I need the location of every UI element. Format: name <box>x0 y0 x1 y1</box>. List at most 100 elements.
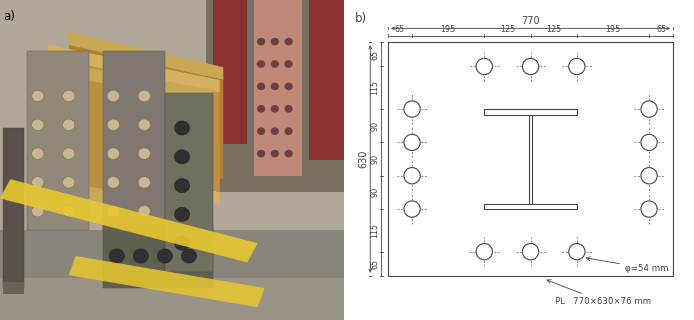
Circle shape <box>257 83 265 90</box>
Circle shape <box>568 244 585 260</box>
Circle shape <box>257 105 265 113</box>
Circle shape <box>107 205 119 217</box>
Circle shape <box>158 249 172 263</box>
Circle shape <box>62 177 75 188</box>
Bar <box>484 109 577 115</box>
Circle shape <box>271 127 279 135</box>
Circle shape <box>257 150 265 157</box>
Circle shape <box>174 207 189 221</box>
Circle shape <box>174 179 189 193</box>
Polygon shape <box>69 32 223 80</box>
Polygon shape <box>69 45 223 179</box>
Bar <box>165 93 213 272</box>
Text: 125: 125 <box>546 25 561 34</box>
Polygon shape <box>48 58 220 192</box>
Text: 65: 65 <box>370 259 379 269</box>
Bar <box>3 128 24 288</box>
Bar <box>28 51 90 230</box>
Circle shape <box>257 127 265 135</box>
Circle shape <box>138 148 151 159</box>
Circle shape <box>285 60 293 68</box>
Bar <box>206 0 344 192</box>
Text: 65: 65 <box>656 25 666 34</box>
Text: 90: 90 <box>370 121 379 131</box>
Circle shape <box>174 236 189 250</box>
Bar <box>484 204 577 209</box>
Circle shape <box>32 119 44 131</box>
Bar <box>103 224 213 288</box>
Text: 90: 90 <box>370 187 379 197</box>
Text: PL   770×630×76 mm: PL 770×630×76 mm <box>547 280 651 306</box>
Polygon shape <box>28 70 213 208</box>
Bar <box>213 0 247 144</box>
Circle shape <box>285 83 293 90</box>
Circle shape <box>107 119 119 131</box>
Circle shape <box>404 201 420 217</box>
Circle shape <box>641 168 657 184</box>
Circle shape <box>271 150 279 157</box>
Circle shape <box>476 58 493 75</box>
Text: a): a) <box>3 10 15 23</box>
Bar <box>103 51 165 230</box>
Text: φ=54 mm: φ=54 mm <box>586 257 668 273</box>
Circle shape <box>181 249 196 263</box>
Circle shape <box>523 58 539 75</box>
Circle shape <box>568 58 585 75</box>
Circle shape <box>32 90 44 102</box>
Polygon shape <box>69 256 264 307</box>
Bar <box>388 43 673 276</box>
Circle shape <box>404 168 420 184</box>
Circle shape <box>62 119 75 131</box>
Circle shape <box>174 150 189 164</box>
Polygon shape <box>48 45 220 93</box>
Circle shape <box>32 205 44 217</box>
Circle shape <box>641 101 657 117</box>
Circle shape <box>285 105 293 113</box>
Circle shape <box>641 134 657 150</box>
Circle shape <box>285 38 293 45</box>
Text: 770: 770 <box>521 16 540 26</box>
Circle shape <box>271 83 279 90</box>
Circle shape <box>174 121 189 135</box>
Circle shape <box>62 90 75 102</box>
Circle shape <box>32 177 44 188</box>
Circle shape <box>107 177 119 188</box>
Circle shape <box>62 205 75 217</box>
Circle shape <box>257 38 265 45</box>
Circle shape <box>62 148 75 159</box>
Polygon shape <box>28 58 213 102</box>
Bar <box>254 0 303 176</box>
Circle shape <box>285 150 293 157</box>
Circle shape <box>32 148 44 159</box>
Circle shape <box>107 148 119 159</box>
Circle shape <box>476 244 493 260</box>
Circle shape <box>404 134 420 150</box>
Text: 125: 125 <box>500 25 515 34</box>
Circle shape <box>271 38 279 45</box>
Circle shape <box>271 60 279 68</box>
Text: 195: 195 <box>605 25 620 34</box>
Bar <box>254 0 303 176</box>
Bar <box>529 115 532 204</box>
Circle shape <box>404 101 420 117</box>
Text: 115: 115 <box>370 80 379 95</box>
Circle shape <box>138 177 151 188</box>
Text: 65: 65 <box>395 25 405 34</box>
Circle shape <box>107 90 119 102</box>
Circle shape <box>133 249 149 263</box>
Circle shape <box>523 244 539 260</box>
Circle shape <box>138 90 151 102</box>
Bar <box>309 0 344 160</box>
Text: 65: 65 <box>370 49 379 60</box>
Bar <box>0 230 344 320</box>
Text: b): b) <box>355 12 367 25</box>
Circle shape <box>257 60 265 68</box>
Circle shape <box>138 205 151 217</box>
Circle shape <box>138 119 151 131</box>
Polygon shape <box>0 179 257 262</box>
Text: 195: 195 <box>441 25 456 34</box>
Circle shape <box>109 249 124 263</box>
Circle shape <box>271 105 279 113</box>
Bar <box>3 282 24 294</box>
Circle shape <box>285 127 293 135</box>
